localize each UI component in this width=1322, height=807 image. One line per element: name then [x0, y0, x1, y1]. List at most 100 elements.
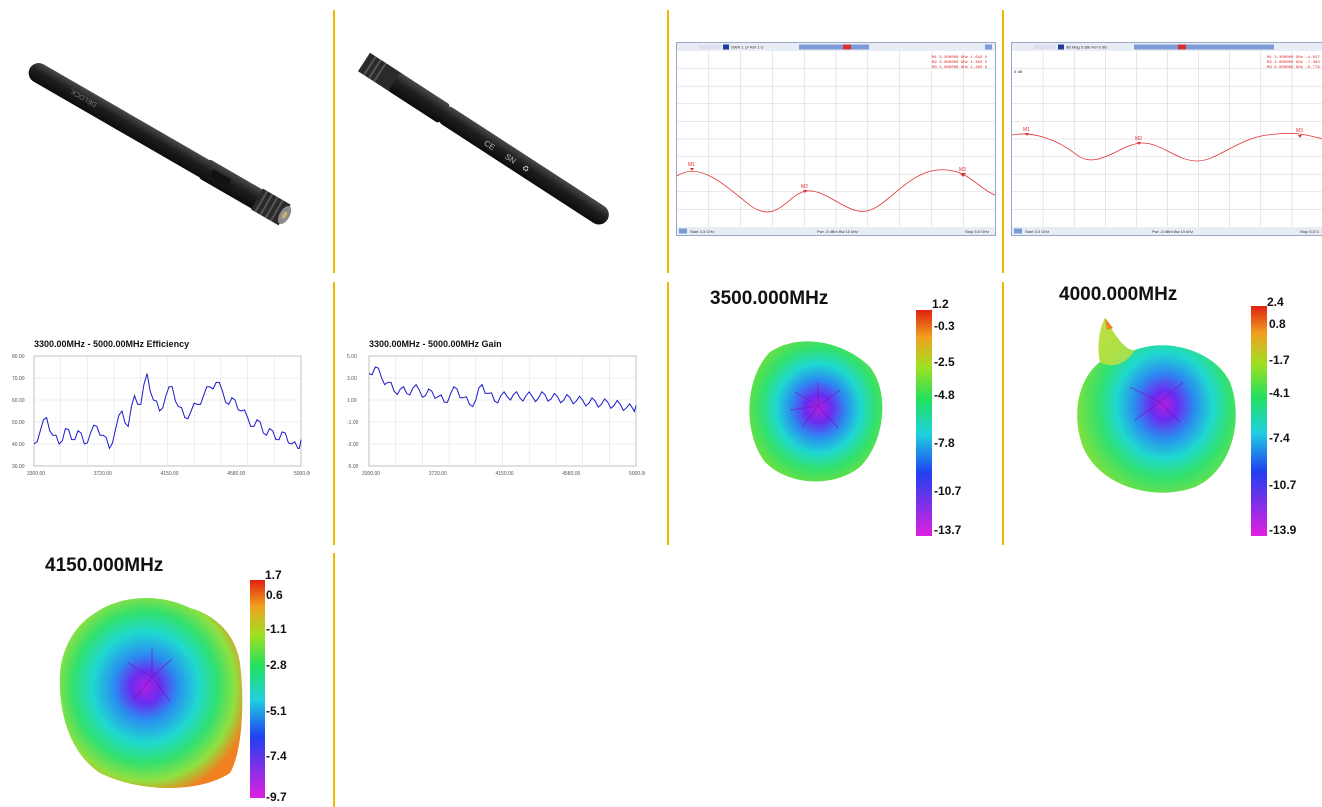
scale-label: -5.1: [266, 704, 287, 718]
vna-footer-stop: Stop 5.5 G: [1300, 229, 1319, 234]
x-tick-label: 4150.00: [496, 471, 514, 477]
scale-label: -1.1: [266, 622, 287, 636]
vna-footer-mid: Pwr -5 dBm Bw 10 kHz: [817, 229, 858, 234]
x-tick-label: 4580.00: [227, 471, 245, 477]
pattern-frequency-label: 4150.000MHz: [45, 555, 164, 576]
vna-marker-m1: M1: [1023, 127, 1030, 133]
pattern-frequency-label: 3500.000MHz: [710, 288, 829, 309]
y-tick-label: -3.00: [347, 442, 359, 448]
vna-screen: dB Mag 5 dB/ Ref 0 dB 0 dB M1 3.300000 G…: [1012, 43, 1322, 235]
scale-label: 0.6: [266, 588, 283, 602]
y-tick-label: 3.00: [347, 376, 357, 382]
antenna-illustration: CE SN ♻: [358, 52, 609, 225]
chart-title: 3300.00MHz - 5000.00MHz Efficiency: [34, 339, 189, 349]
return-loss-plot[interactable]: dB Mag 5 dB/ Ref 0 dB 0 dB M1 3.300000 G…: [1011, 42, 1322, 236]
y-tick-label: 30.00: [12, 464, 25, 470]
scale-label: -0.3: [934, 319, 955, 333]
vna-marker-m2: M2: [801, 184, 808, 190]
y-tick-label: 80.00: [12, 354, 25, 360]
pattern-frequency-label: 4000.000MHz: [1059, 284, 1178, 305]
scale-label: -9.7: [266, 790, 287, 804]
divider: [333, 10, 335, 273]
divider: [1002, 10, 1004, 273]
scale-label: 1.7: [265, 568, 282, 582]
y-tick-label: 40.00: [12, 442, 25, 448]
pattern-4000[interactable]: 4000.000MHz 2.4 0.8 -1.7 -4.1 -7.4 -10.7…: [1005, 282, 1322, 545]
divider: [333, 282, 335, 545]
x-tick-label: 4580.00: [562, 471, 580, 477]
scale-label: 1.2: [932, 297, 949, 311]
pattern-graphic: 1.2 -0.3 -2.5 -4.8 -7.8 -10.7 -13.7: [749, 297, 962, 537]
y-tick-label: 60.00: [12, 398, 25, 404]
y-tick-label: -5.00: [347, 464, 359, 470]
vna-marker-m1: M1: [688, 162, 695, 168]
scale-label: -7.4: [1269, 431, 1290, 445]
antenna-illustration: DELOCK: [28, 63, 292, 226]
scale-label: -10.7: [1269, 478, 1297, 492]
pattern-4150[interactable]: 4150.000MHz 1.7 0.6 -1.1 -2.8 -5.1 -7.4 …: [0, 553, 330, 807]
vna-footer-start: Start 3.3 GHz: [690, 229, 714, 234]
scale-label: -4.1: [1269, 386, 1290, 400]
x-tick-label: 4150.00: [161, 471, 179, 477]
y-tick-label: 50.00: [12, 420, 25, 426]
divider: [667, 282, 669, 545]
vna-header: dB Mag 5 dB/ Ref 0 dB: [1066, 45, 1107, 50]
efficiency-chart-svg: 3300.00MHz - 5000.00MHz Efficiency 80.00…: [12, 339, 310, 477]
scale-label: -7.8: [934, 436, 955, 450]
x-tick-label: 3720.00: [429, 471, 447, 477]
y-tick-label: 5.00: [347, 354, 357, 360]
antenna-photo-front[interactable]: DELOCK: [0, 10, 330, 273]
vna-readout: M3 5.000000 GHz -6.778: [1267, 66, 1320, 70]
chart-title: 3300.00MHz - 5000.00MHz Gain: [369, 339, 502, 349]
scale-label: -10.7: [934, 484, 962, 498]
x-tick-label: 3300.00: [362, 471, 380, 477]
scale-label: 2.4: [1267, 295, 1284, 309]
vna-readout: M2 4.000000 GHz -7.303: [1267, 61, 1320, 65]
y-tick-label: 1.00: [347, 398, 357, 404]
vna-readout: M1 3.300000 GHz 1.642 U: [932, 56, 988, 60]
scale-label: 0.8: [1269, 317, 1286, 331]
scale-label: -4.8: [934, 388, 955, 402]
mark-recycle-icon: ♻: [520, 163, 531, 174]
efficiency-chart[interactable]: 3300.00MHz - 5000.00MHz Efficiency 80.00…: [10, 330, 310, 490]
color-scale-bar: [1251, 306, 1267, 536]
pattern-3500[interactable]: 3500.000MHz: [670, 282, 1000, 545]
vna-marker-m3: M3: [959, 167, 966, 173]
vna-footer-start: Start 3.3 GHz: [1025, 229, 1049, 234]
color-scale-bar: [250, 580, 265, 798]
pattern-graphic: 1.7 0.6 -1.1 -2.8 -5.1 -7.4 -9.7: [59, 568, 287, 804]
vna-readout: M3 5.000000 GHz 1.465 U: [932, 66, 988, 70]
scale-label: -2.8: [266, 658, 287, 672]
y-tick-label: -1.00: [347, 420, 359, 426]
divider: [333, 553, 335, 807]
vna-footer-mid: Pwr -5 dBm Bw 10 kHz: [1152, 229, 1193, 234]
gain-chart-svg: 3300.00MHz - 5000.00MHz Gain 5.00 3.00 1.0…: [347, 339, 645, 477]
vna-marker-m3: M3: [1296, 128, 1303, 134]
vna-header: SWR 1 U/ Ref 1 U: [731, 45, 764, 50]
x-tick-label: 3300.00: [27, 471, 45, 477]
divider: [1002, 282, 1004, 545]
vna-footer-stop: Stop 5.5 GHz: [965, 229, 989, 234]
scale-label: -13.7: [934, 523, 962, 537]
vna-readout: M2 4.000000 GHz 1.402 U: [932, 61, 988, 65]
vswr-plot[interactable]: SWR 1 U/ Ref 1 U M1 3.300000 GHz 1.642 U…: [676, 42, 996, 236]
efficiency-series-line: [33, 373, 302, 450]
divider: [667, 10, 669, 273]
antenna-photo-back[interactable]: CE SN ♻: [336, 10, 666, 273]
scale-label: -1.7: [1269, 353, 1290, 367]
scale-label: -7.4: [266, 749, 287, 763]
x-tick-label: 5000.00: [294, 471, 310, 477]
x-tick-label: 5000.00: [629, 471, 645, 477]
gain-chart[interactable]: 3300.00MHz - 5000.00MHz Gain 5.00 3.00 1.0…: [345, 330, 645, 490]
vna-readout: M1 3.300000 GHz -4.627: [1267, 56, 1320, 60]
pattern-graphic: 2.4 0.8 -1.7 -4.1 -7.4 -10.7 -13.9: [1077, 295, 1297, 537]
vna-marker-m2: M2: [1135, 136, 1142, 142]
color-scale-bar: [916, 310, 932, 536]
scale-label: -2.5: [934, 355, 955, 369]
vna-screen: SWR 1 U/ Ref 1 U M1 3.300000 GHz 1.642 U…: [677, 43, 995, 235]
y-tick-label: 70.00: [12, 376, 25, 382]
vna-ref-label: 0 dB: [1014, 69, 1023, 74]
gain-series-line: [368, 366, 637, 413]
x-tick-label: 3720.00: [94, 471, 112, 477]
scale-label: -13.9: [1269, 523, 1297, 537]
